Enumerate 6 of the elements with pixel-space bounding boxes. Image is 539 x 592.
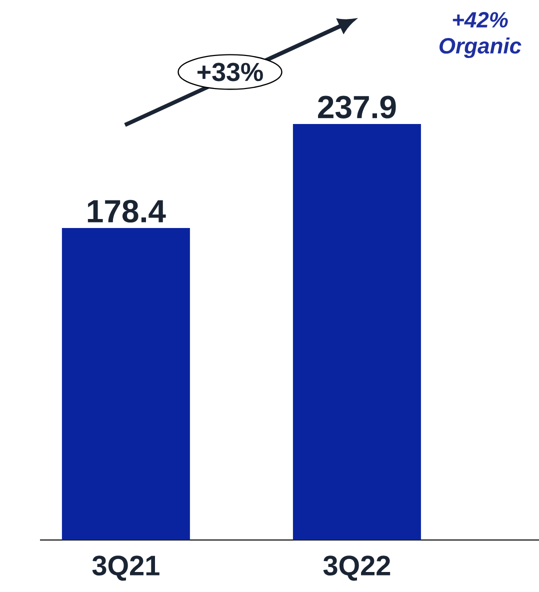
data-label: 178.4 <box>88 200 166 223</box>
text: +42% Organic <box>440 12 522 58</box>
x-tick-label: 3Q22 <box>323 556 390 581</box>
text: +33% <box>197 62 263 82</box>
x-tick-label: 3Q21 <box>92 556 160 581</box>
data-label: 237.9 <box>318 96 396 118</box>
